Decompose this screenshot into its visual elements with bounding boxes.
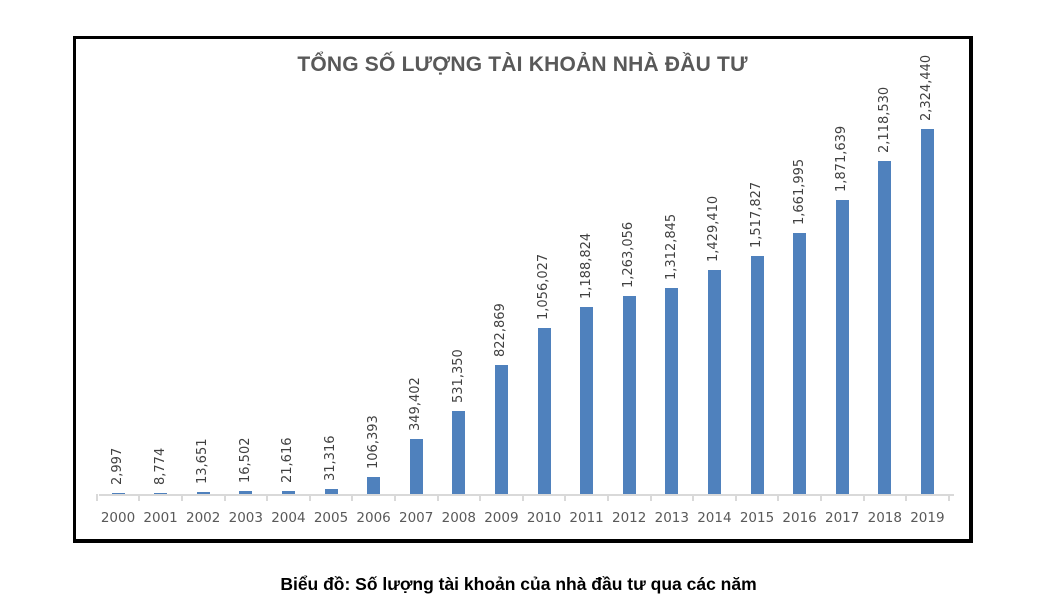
bar-2018 [878,161,892,494]
x-axis-label: 2008 [441,510,476,526]
bar-value-label: 1,517,827 [749,181,764,248]
x-axis-tick [223,494,226,501]
x-axis-tick [734,494,737,501]
x-axis-tick [777,494,780,501]
x-axis-label: 2009 [484,510,519,526]
x-axis-tick [436,494,439,501]
x-axis-tick [692,494,695,501]
x-axis-tick [138,494,141,501]
bar-value-label: 1,188,824 [578,232,594,299]
bar-value-label: 2,324,440 [919,54,935,121]
x-axis-label: 2013 [654,510,689,526]
x-axis-tick [308,494,311,501]
bar-2001 [154,493,168,494]
figure-caption: Biểu đồ: Số lượng tài khoản của nhà đầu … [280,574,757,594]
bar-2017 [835,200,849,494]
bar-2005 [324,489,338,494]
bar-2012 [622,296,636,494]
x-axis-tick [649,494,652,501]
x-axis-label: 2019 [910,510,945,526]
x-axis-label: 2002 [186,510,221,526]
x-axis-tick [606,494,609,501]
bar-2002 [196,492,210,494]
bar-value-label: 1,661,995 [791,158,807,225]
x-axis-label: 2001 [143,510,178,526]
bar-value-label: 1,871,639 [834,125,850,192]
x-axis-tick [479,494,482,501]
chart-frame: TỔNG SỐ LƯỢNG TÀI KHOẢN NHÀ ĐẦU TƯ 2,997… [73,36,973,543]
bar-2010 [537,328,551,494]
bar-value-label: 1,263,056 [621,221,637,288]
bar-value-label: 2,118,530 [876,86,892,153]
bar-value-label: 531,350 [450,349,466,403]
bar-value-label: 822,869 [493,303,509,357]
x-axis-line [99,494,954,496]
x-axis-tick [819,494,822,501]
x-axis-label: 2018 [867,510,902,526]
plot-area: 2,997 2000 8,774 2001 13,651 2002 16,502 2003 21… [76,39,969,539]
bar-2009 [494,365,508,494]
bar-2004 [281,491,295,494]
bar-2008 [452,411,466,494]
bar-value-label: 21,616 [280,437,296,484]
bar-value-label: 349,402 [408,377,424,431]
bar-2013 [665,288,679,494]
bar-2011 [580,307,594,494]
x-axis-label: 2003 [228,510,263,526]
x-axis-label: 2007 [399,510,434,526]
bar-2014 [707,270,721,494]
x-axis-label: 2004 [271,510,306,526]
bar-value-label: 1,312,845 [663,213,679,280]
bar-2003 [239,491,253,494]
x-axis-tick [95,494,98,501]
x-axis-label: 2014 [697,510,732,526]
x-axis-label: 2006 [356,510,391,526]
x-axis-tick [862,494,865,501]
x-axis-tick [905,494,908,501]
bar-2006 [367,477,381,494]
x-axis-label: 2011 [569,510,604,526]
bar-2015 [750,256,764,494]
x-axis-tick [521,494,524,501]
bar-2016 [793,233,807,494]
bar-2019 [920,129,934,494]
bar-value-label: 16,502 [237,437,253,484]
bar-2000 [111,493,125,494]
bar-value-label: 31,316 [323,435,338,482]
bar-value-label: 1,429,410 [706,195,722,262]
x-axis-label: 2010 [526,510,562,526]
x-axis-label: 2015 [739,510,775,526]
bar-value-label: 2,997 [110,447,125,485]
bar-value-label: 106,393 [365,415,381,469]
x-axis-label: 2005 [313,510,349,526]
bar-2007 [409,439,423,494]
bar-value-label: 13,651 [195,438,211,485]
x-axis-label: 2012 [612,510,647,526]
x-axis-tick [180,494,183,501]
x-axis-label: 2016 [782,510,817,526]
x-axis-tick [393,494,396,501]
x-axis-label: 2000 [100,510,136,526]
bar-value-label: 1,056,027 [536,253,551,320]
x-axis-tick [564,494,567,501]
bar-value-label: 8,774 [152,447,168,485]
x-axis-label: 2017 [825,510,860,526]
x-axis-tick [266,494,269,501]
chart-title: TỔNG SỐ LƯỢNG TÀI KHOẢN NHÀ ĐẦU TƯ [297,53,748,76]
x-axis-tick [351,494,354,501]
x-axis-tick [947,494,950,501]
